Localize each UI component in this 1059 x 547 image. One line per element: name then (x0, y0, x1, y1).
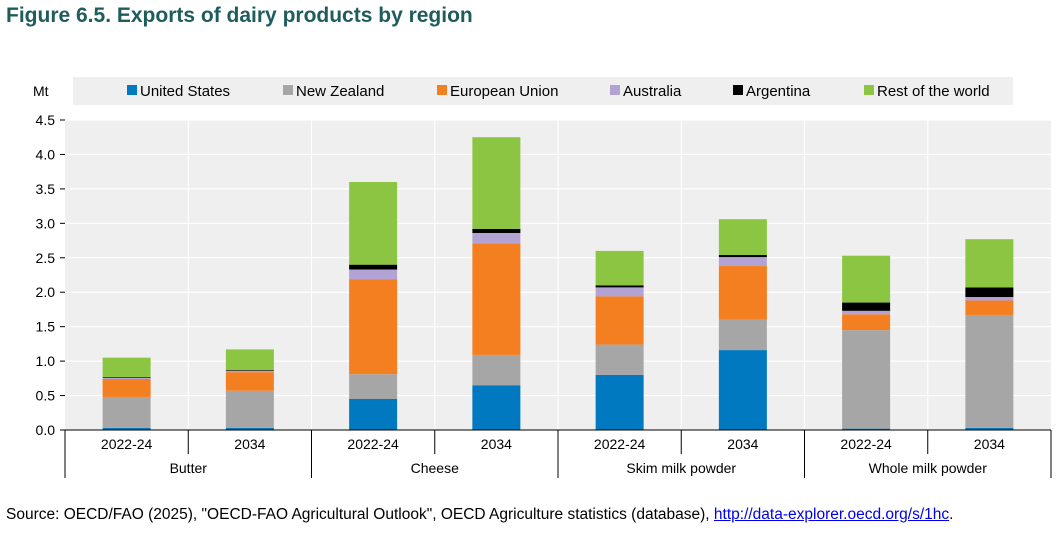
bar-segment (965, 287, 1014, 298)
bar-segment (102, 396, 151, 428)
source-end: . (949, 506, 954, 523)
legend-label: United States (140, 83, 230, 100)
bar-segment (225, 370, 274, 371)
y-tick-label: 2.0 (36, 284, 56, 300)
stacked-bar-chart: 0.0 0.5 1.0 1.5 2.0 2.5 3.0 3.5 4.0 4.5 Mt 2022-24 2… (33, 77, 1052, 478)
bar-segment (472, 354, 521, 386)
bar-segment (102, 377, 151, 380)
bar-segment (102, 427, 151, 430)
legend-label: Australia (623, 83, 682, 100)
bar-segment (349, 264, 398, 270)
bar-segment (842, 302, 891, 311)
bar-segment (965, 427, 1014, 430)
bar-segment (349, 374, 398, 399)
y-tick-label: 1.0 (36, 353, 56, 369)
bar-segment (595, 250, 644, 286)
source-link[interactable]: http://data-explorer.oecd.org/s/1hc (713, 506, 950, 523)
bar-segment (349, 269, 398, 280)
y-tick-label: 1.5 (36, 319, 56, 335)
group-label: Skim milk powder (626, 460, 736, 476)
legend-swatch (610, 85, 620, 95)
legend-swatch (437, 85, 447, 95)
bar-segment (349, 279, 398, 375)
y-tick-label: 4.0 (36, 146, 56, 162)
y-tick-label: 0.5 (36, 388, 56, 404)
bar-segment (965, 314, 1014, 428)
figure-title: Figure 6.5. Exports of dairy products by… (6, 4, 473, 27)
bar-segment (472, 232, 521, 244)
y-tick-label: 2.5 (36, 250, 56, 266)
bar-segment (718, 257, 767, 267)
bar-segment (472, 385, 521, 430)
bar-segment (718, 350, 767, 430)
legend-swatch (733, 85, 743, 95)
bar-segment (472, 228, 521, 233)
bar-segment (595, 374, 644, 430)
source-text: Source: OECD/FAO (2025), "OECD-FAO Agric… (6, 506, 714, 523)
bar-segment (718, 319, 767, 351)
bar-segment (842, 310, 891, 315)
bar-segment (595, 296, 644, 345)
x-tick-label: 2034 (727, 436, 758, 452)
bar-segment (102, 376, 151, 378)
bar-segment (595, 285, 644, 288)
legend-label: Argentina (746, 83, 811, 100)
bar-segment (225, 370, 274, 373)
bar-segment (472, 243, 521, 355)
bar-segment (842, 330, 891, 429)
group-label: Whole milk powder (869, 460, 988, 476)
bar-segment (472, 137, 521, 229)
bar-segment (842, 314, 891, 331)
source-note: Source: OECD/FAO (2025), "OECD-FAO Agric… (6, 506, 953, 524)
bar-segment (718, 255, 767, 258)
legend-swatch (127, 85, 137, 95)
legend-label: European Union (450, 83, 558, 100)
legend-swatch (283, 85, 293, 95)
bar-segment (965, 239, 1014, 288)
legend-label: New Zealand (296, 83, 384, 100)
x-tick-label: 2022-24 (840, 436, 892, 452)
legend-label: Rest of the world (877, 83, 990, 100)
x-tick-label: 2034 (974, 436, 1005, 452)
bar-segment (842, 428, 891, 430)
bar-segment (225, 349, 274, 371)
bar-segment (842, 255, 891, 303)
legend-box (73, 77, 1013, 105)
x-tick-label: 2022-24 (594, 436, 646, 452)
x-tick-label: 2022-24 (347, 436, 399, 452)
bar-segment (965, 300, 1014, 315)
bar-segment (225, 390, 274, 428)
y-tick-label: 3.0 (36, 215, 56, 231)
x-tick-label: 2034 (481, 436, 512, 452)
bar-segment (718, 219, 767, 256)
group-label: Cheese (411, 460, 459, 476)
bar-segment (102, 379, 151, 397)
bar-segment (102, 357, 151, 377)
y-tick-label: 4.5 (36, 112, 56, 128)
y-tick-label: 3.5 (36, 181, 56, 197)
bar-segment (349, 399, 398, 430)
group-label: Butter (170, 460, 208, 476)
x-tick-label: 2034 (234, 436, 265, 452)
bar-segment (349, 182, 398, 265)
legend-swatch (864, 85, 874, 95)
y-axis-label: Mt (33, 83, 49, 99)
bar-segment (595, 344, 644, 375)
bar-segment (965, 297, 1014, 301)
bar-segment (718, 266, 767, 320)
x-tick-label: 2022-24 (101, 436, 153, 452)
y-tick-label: 0.0 (36, 422, 56, 438)
bar-segment (225, 372, 274, 391)
bar-segment (595, 287, 644, 297)
bar-segment (225, 427, 274, 430)
